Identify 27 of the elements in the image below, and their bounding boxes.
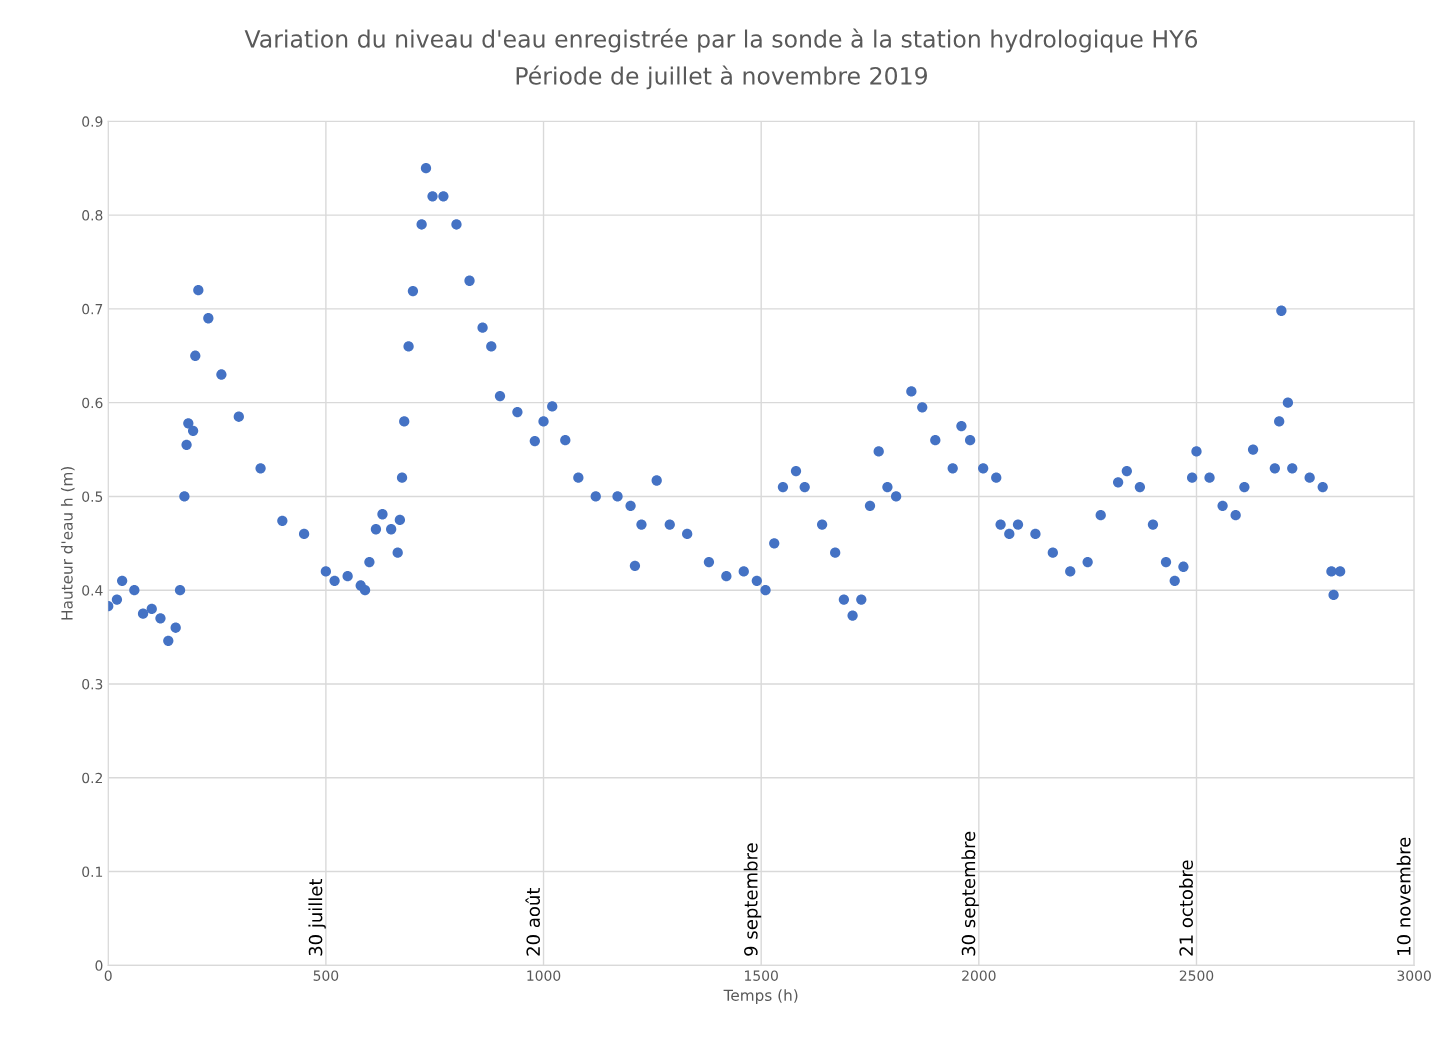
y-tick-label: 0.2 [82, 772, 102, 784]
x-tick-label: 1000 [527, 970, 561, 981]
x-tick-label: 1500 [745, 970, 778, 981]
annotation: 30 juillet [308, 878, 326, 956]
y-tick-label: 0.8 [82, 210, 103, 221]
y-tick-label: 0.7 [82, 303, 103, 315]
x-tick-label: 2500 [1179, 970, 1214, 981]
annotation: 30 septembre [961, 831, 979, 956]
y-tick-label: 0.3 [82, 678, 103, 690]
x-tick-label: 500 [313, 970, 339, 981]
y-tick-label: 0.9 [82, 116, 103, 127]
annotation: 10 novembre [1396, 837, 1411, 955]
annotation: 9 septembre [743, 843, 762, 956]
y-tick-label: 0.5 [82, 491, 103, 502]
y-axis-title: Hauteur d'eau h (m) [60, 466, 75, 620]
y-tick-label: 0.6 [82, 397, 103, 409]
annotation: 20 août [525, 887, 541, 956]
y-tick-label: 0.4 [82, 585, 103, 596]
y-tick-label: 0 [95, 960, 103, 971]
x-tick-label: 2000 [962, 970, 996, 981]
y-tick-label: 0.1 [82, 866, 103, 878]
annotation: 21 octobre [1179, 860, 1193, 956]
chart-subtitle: Période de juillet à novembre 2019 [516, 65, 927, 90]
x-tick-label: 3000 [1397, 970, 1431, 981]
x-axis-title: Temps (h) [723, 989, 798, 1004]
chart-title: Variation du niveau d'eau enregistrée par la sonde à la station hydrologique HY6 [244, 28, 1198, 53]
x-tick-label: 0 [104, 970, 112, 981]
